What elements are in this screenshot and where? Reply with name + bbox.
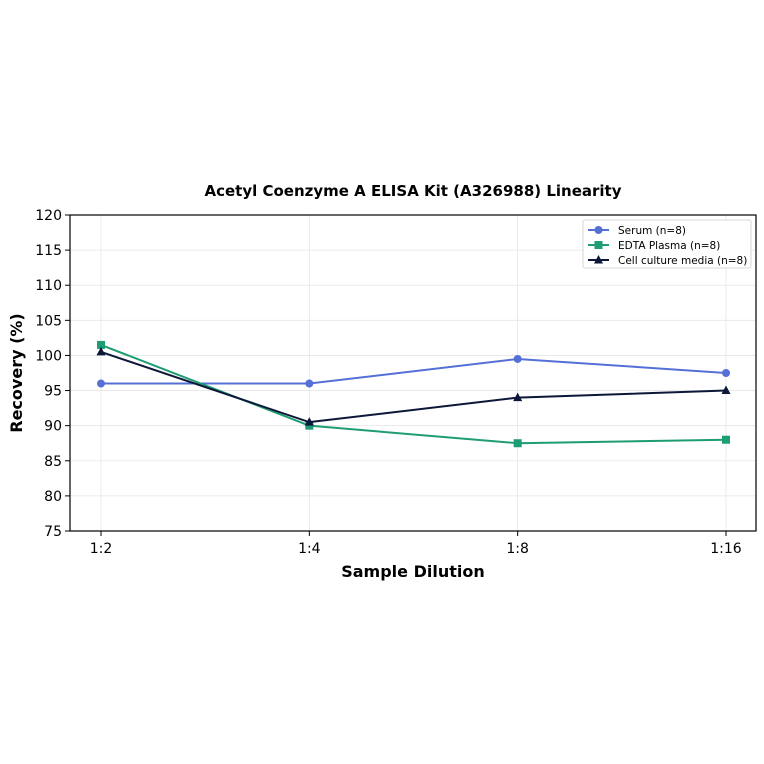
series-square <box>97 340 730 448</box>
legend-item: Serum (n=8) <box>588 225 686 237</box>
data-point <box>721 385 731 395</box>
y-tick-label: 110 <box>35 278 62 294</box>
series-line <box>100 350 727 424</box>
legend-item: Cell culture media (n=8) <box>588 255 747 267</box>
data-point <box>513 392 523 402</box>
legend-marker <box>594 255 603 264</box>
data-point <box>305 379 314 388</box>
data-point <box>513 439 522 448</box>
series-circle <box>97 354 730 388</box>
y-tick-label: 75 <box>44 524 62 540</box>
y-tick-label: 115 <box>35 243 62 259</box>
y-tick-label: 100 <box>35 348 62 364</box>
data-point <box>96 346 106 356</box>
x-tick-label: 1:2 <box>90 541 113 557</box>
data-point <box>97 340 105 349</box>
data-point <box>305 421 314 430</box>
series-line <box>101 357 727 385</box>
data-point <box>513 354 522 363</box>
data-point <box>97 379 105 388</box>
y-tick-label: 105 <box>35 313 62 329</box>
y-tick-label: 85 <box>44 454 62 470</box>
legend-item: EDTA Plasma (n=8) <box>588 240 720 252</box>
legend-box <box>582 219 752 269</box>
y-axis-ticks: 75 80 85 90 95 100 105 110 115 120 <box>35 208 70 540</box>
x-axis-label: Sample Dilution <box>341 562 485 581</box>
y-axis-label: Recovery (%) <box>7 313 26 432</box>
y-tick-label: 120 <box>35 208 62 224</box>
x-tick-label: 1:16 <box>710 541 742 557</box>
data-point <box>722 435 730 444</box>
y-tick-label: 95 <box>44 384 62 400</box>
x-tick-label: 1:8 <box>506 541 529 557</box>
chart-title: Acetyl Coenzyme A ELISA Kit (A326988) Li… <box>204 182 621 200</box>
legend-label: EDTA Plasma (n=8) <box>618 240 720 252</box>
series-line <box>100 343 727 445</box>
data-point <box>722 369 730 377</box>
plot-frame <box>69 214 757 532</box>
series-layer <box>96 340 731 448</box>
y-tick-label: 90 <box>44 419 62 435</box>
legend-marker <box>594 226 603 234</box>
legend-marker <box>594 241 603 249</box>
series-triangle <box>96 346 731 426</box>
y-tick-label: 80 <box>44 489 62 505</box>
legend: Serum (n=8) EDTA Plasma (n=8) Cell culture… <box>582 219 752 269</box>
x-tick-label: 1:4 <box>298 541 321 557</box>
legend-label: Cell culture media (n=8) <box>618 255 747 267</box>
data-point <box>304 417 314 426</box>
legend-label: Serum (n=8) <box>618 225 686 237</box>
x-axis-ticks: 1:2 1:4 1:8 1:16 <box>90 531 742 557</box>
